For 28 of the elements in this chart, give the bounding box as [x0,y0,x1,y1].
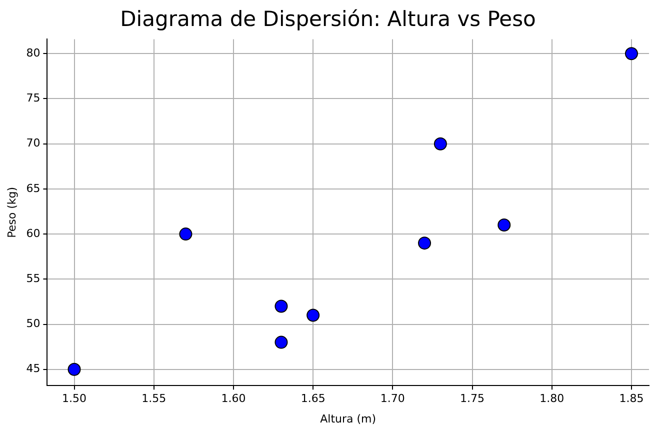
y-tick-label: 50 [26,317,40,330]
point [274,336,288,349]
y-tick-label: 60 [26,226,40,240]
x-tick-label: 1.85 [619,392,644,406]
x-tick-label: 1.55 [142,392,166,406]
y-tick-label: 45 [26,362,40,376]
y-tick-label: 70 [26,136,40,150]
chart-title: Diagrama de Dispersión: Altura vs Peso [120,7,536,32]
x-tick-label: 1.60 [221,392,246,406]
y-tick-label: 80 [26,46,40,60]
point [68,362,81,376]
point [274,300,288,313]
y-tick-label: 55 [26,272,40,286]
point [624,47,638,60]
x-tick-label: 1.50 [62,392,87,406]
x-tick-label: 1.65 [300,392,326,406]
point [418,236,432,250]
x-tick-label: 1.75 [460,392,485,406]
y-tick-label: 65 [26,182,40,195]
x-tick-label: 1.80 [540,392,564,406]
x-axis-title: Altura (m) [320,412,376,426]
point [434,137,447,150]
point [179,228,192,241]
point [498,218,511,232]
point [306,308,320,322]
y-tick-label: 75 [26,92,40,105]
y-axis-title: Peso (kg) [5,186,18,238]
x-tick-label: 1.70 [380,392,405,406]
